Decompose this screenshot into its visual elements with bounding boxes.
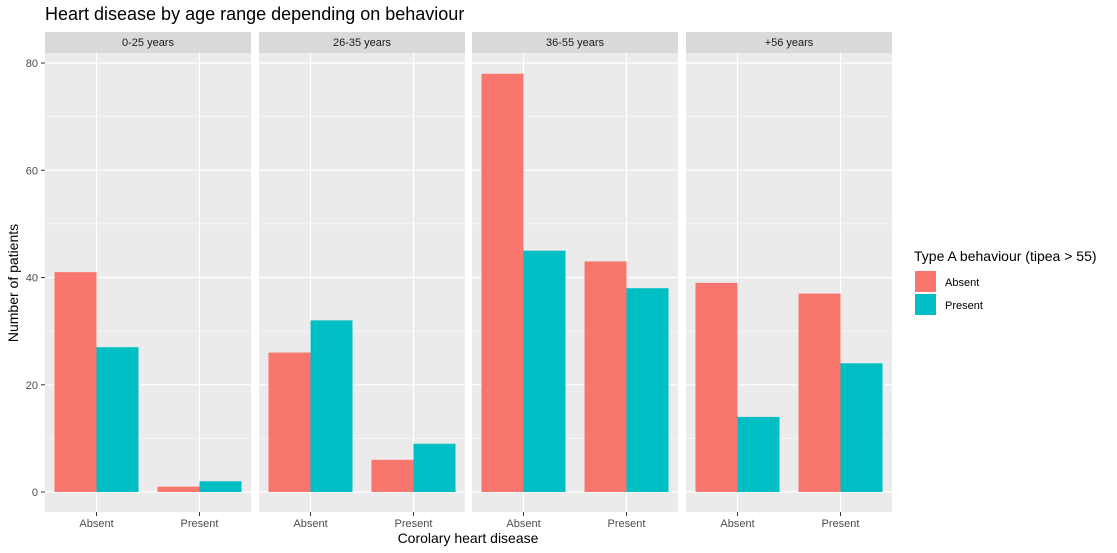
- facet-panel: 36-55 years Absent Present: [472, 32, 678, 530]
- bar: [695, 282, 738, 492]
- bar: [798, 293, 841, 492]
- facet-panel: +56 years Absent Present: [686, 32, 892, 530]
- legend-label: Absent: [945, 277, 979, 289]
- bar: [157, 486, 200, 492]
- bar: [523, 250, 566, 492]
- facet-panels: 0-25 years Absent Present 26-35 years Absent…: [45, 32, 892, 530]
- bar: [840, 363, 883, 492]
- x-tick-label: Present: [822, 518, 860, 530]
- y-axis-title: Number of patients: [5, 224, 21, 342]
- bar: [371, 459, 414, 492]
- legend: Type A behaviour (tipea > 55) Absent Pres…: [914, 248, 1097, 315]
- x-tick-label: Absent: [506, 518, 540, 530]
- x-tick-label: Present: [395, 518, 433, 530]
- facet-strip: [472, 32, 678, 53]
- facet-panel: 0-25 years Absent Present: [45, 32, 251, 530]
- facet-strip: [686, 32, 892, 53]
- y-tick-label: 0: [32, 487, 38, 499]
- bar: [481, 73, 524, 492]
- bar: [310, 320, 353, 492]
- facet-strip: [259, 32, 465, 53]
- y-tick-label: 40: [26, 273, 38, 285]
- x-tick-label: Absent: [720, 518, 754, 530]
- bar: [54, 272, 97, 492]
- x-axis-title: Corolary heart disease: [398, 530, 539, 546]
- x-tick-label: Absent: [79, 518, 113, 530]
- bar: [626, 288, 669, 492]
- facet-strip: [45, 32, 251, 53]
- x-tick-label: Absent: [293, 518, 327, 530]
- legend-swatch: [915, 294, 936, 315]
- y-axis: 0 20 40 60 80: [26, 58, 45, 499]
- bar: [584, 261, 627, 492]
- y-tick-label: 80: [26, 58, 38, 70]
- facet-label: 36-55 years: [546, 37, 605, 49]
- legend-title: Type A behaviour (tipea > 55): [914, 248, 1097, 264]
- facet-label: 0-25 years: [122, 37, 174, 49]
- facet-label: +56 years: [765, 37, 814, 49]
- legend-swatch: [915, 271, 936, 292]
- facet-label: 26-35 years: [333, 37, 392, 49]
- x-tick-label: Present: [608, 518, 646, 530]
- bar: [737, 416, 780, 492]
- chart-title: Heart disease by age range depending on …: [45, 4, 464, 24]
- bar: [413, 443, 456, 492]
- facet-panel: 26-35 years Absent Present: [259, 32, 465, 530]
- bar: [268, 352, 311, 492]
- y-tick-label: 60: [26, 165, 38, 177]
- bar: [96, 347, 139, 492]
- y-tick-label: 20: [26, 380, 38, 392]
- x-tick-label: Present: [181, 518, 219, 530]
- bar: [199, 481, 242, 492]
- legend-label: Present: [945, 300, 983, 312]
